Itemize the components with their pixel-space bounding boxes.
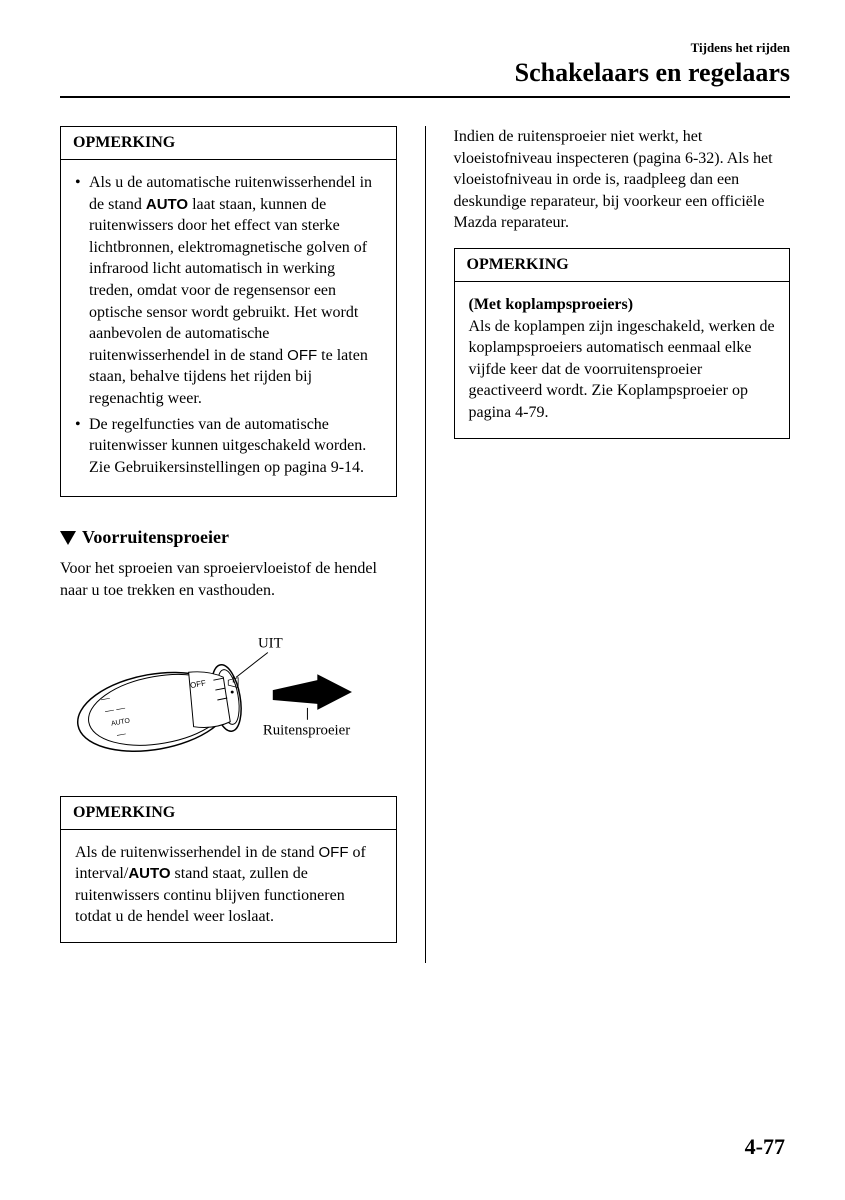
column-divider [425,126,426,963]
auto-label-2: AUTO [128,865,170,882]
content-columns: OPMERKING Als u de automatische ruitenwi… [60,126,790,963]
header-divider [60,96,790,98]
note-1-bullet-2-ref: Zie Gebruikersinstellingen op pagina 9-1… [89,459,364,476]
right-intro-text: Indien de ruitensproeier niet werkt, het… [454,126,791,234]
svg-text:―: ― [116,728,127,739]
washer-lever-diagram: ― ― ― AUTO ― OFF UIT Ruitensproeier [60,622,397,772]
note-1-bullet-2-text: De regelfuncties van de automatische rui… [89,416,366,455]
note-2-body: Als de ruitenwisserhendel in de stand OF… [61,830,396,942]
triangle-icon [60,531,76,545]
svg-text:Ruitensproeier: Ruitensproeier [263,722,350,738]
note-1-bullet-2: De regelfuncties van de automatische rui… [75,414,382,479]
svg-text:―: ― [100,692,111,703]
off-label-2: OFF [319,844,349,861]
auto-label: AUTO [146,196,188,213]
lever-svg: ― ― ― AUTO ― OFF UIT Ruitensproeier [60,622,397,772]
left-column: OPMERKING Als u de automatische ruitenwi… [60,126,397,963]
note-3-bold-heading: (Met koplampsproeiers) [469,296,634,313]
note-1-bullet-1-text-b: laat staan, kunnen de ruitenwissers door… [89,196,367,364]
note-2-text-a: Als de ruitenwisserhendel in de stand [75,844,319,861]
note-3-title: OPMERKING [455,249,790,282]
note-3-body: (Met koplampsproeiers) Als de koplampen … [455,282,790,438]
note-1-title: OPMERKING [61,127,396,160]
page-header: Tijdens het rijden Schakelaars en regela… [60,40,790,88]
note-box-1: OPMERKING Als u de automatische ruitenwi… [60,126,397,497]
note-1-body: Als u de automatische ruitenwisserhendel… [61,160,396,496]
note-box-2: OPMERKING Als de ruitenwisserhendel in d… [60,796,397,943]
header-large-text: Schakelaars en regelaars [60,58,790,88]
header-small-text: Tijdens het rijden [60,40,790,56]
right-column: Indien de ruitensproeier niet werkt, het… [454,126,791,963]
section-body-text: Voor het sproeien van sproeiervloeistof … [60,558,397,601]
note-3-text: Als de koplampen zijn ingeschakeld, werk… [469,318,775,421]
svg-text:UIT: UIT [258,635,283,651]
note-1-bullet-1: Als u de automatische ruitenwisserhendel… [75,172,382,410]
note-2-title: OPMERKING [61,797,396,830]
section-heading-text: Voorruitensproeier [82,527,229,548]
section-heading: Voorruitensproeier [60,527,397,548]
page-number: 4-77 [745,1134,785,1160]
off-label: OFF [287,347,317,364]
note-box-3: OPMERKING (Met koplampsproeiers) Als de … [454,248,791,439]
